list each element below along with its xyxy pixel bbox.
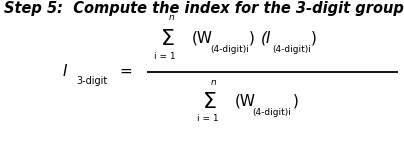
Text: i = 1: i = 1: [154, 52, 176, 61]
Text: ): ): [311, 30, 317, 45]
Text: $\Sigma$: $\Sigma$: [160, 29, 174, 49]
Text: (I: (I: [261, 30, 271, 45]
Text: =: =: [119, 64, 132, 79]
Text: (W: (W: [234, 93, 255, 108]
Text: I: I: [63, 64, 67, 79]
Text: Step 5:  Compute the index for the 3-digit group (Group).: Step 5: Compute the index for the 3-digi…: [4, 1, 404, 16]
Text: ): ): [249, 30, 255, 45]
Text: $n$: $n$: [168, 13, 175, 22]
Text: $\Sigma$: $\Sigma$: [202, 92, 217, 112]
Text: i = 1: i = 1: [197, 114, 219, 123]
Text: ): ): [293, 93, 299, 108]
Text: (4-digit)i: (4-digit)i: [252, 109, 291, 117]
Text: (4-digit)i: (4-digit)i: [210, 45, 249, 54]
Text: (W: (W: [192, 30, 213, 45]
Text: (4-digit)i: (4-digit)i: [272, 45, 311, 54]
Text: $n$: $n$: [210, 78, 217, 87]
Text: 3-digit: 3-digit: [76, 76, 107, 86]
